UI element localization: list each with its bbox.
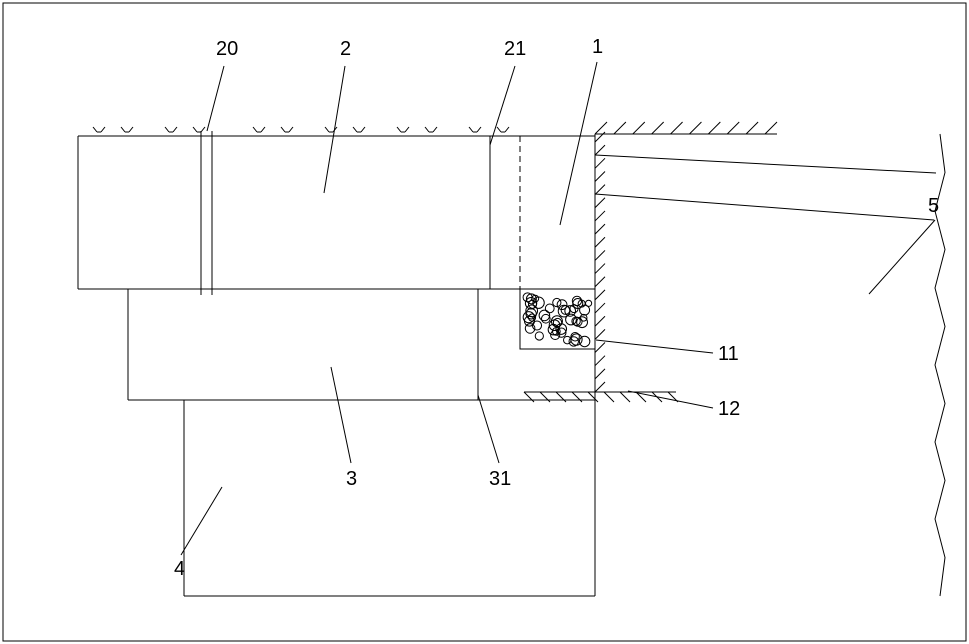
leader-5 [869,220,935,294]
hatch [595,290,605,300]
leader-4 [181,487,222,555]
gravel-pebble [580,305,590,315]
water-tick [121,127,125,132]
leader-12 [628,391,713,408]
water-tick [173,127,177,132]
outer-frame [3,3,966,641]
hatch [595,316,605,326]
label-11: 11 [718,343,739,365]
hatch [671,122,683,134]
gravel-pebble [535,332,543,340]
strata-line [595,194,934,220]
water-tick [193,127,197,132]
gravel-pebble [564,336,572,344]
hatch [708,122,720,134]
leader-11 [596,340,713,353]
water-tick [469,127,473,132]
hatch [614,122,626,134]
strata-line [595,155,936,173]
water-tick [361,127,365,132]
hatch [595,211,605,221]
hatch [595,198,605,208]
hatch [595,369,605,379]
water-tick [477,127,481,132]
gravel-pebble [579,336,589,346]
hatch [746,122,758,134]
gravel-pebble [528,300,536,308]
label-31: 31 [489,468,511,490]
hatch [633,122,645,134]
water-tick [425,127,429,132]
leader-21 [490,66,515,145]
leader-3 [331,367,351,463]
hatch [595,264,605,274]
hatch [727,122,739,134]
water-tick [289,127,293,132]
water-tick [281,127,285,132]
hatch [595,356,605,366]
water-tick [253,127,257,132]
hatch [595,343,605,353]
water-tick [101,127,105,132]
water-tick [325,127,329,132]
label-4: 4 [174,558,185,580]
label-2: 2 [340,38,351,60]
hatch [595,303,605,313]
hatch [595,185,605,195]
water-tick [397,127,401,132]
hatch [595,329,605,339]
hatch [595,237,605,247]
label-21: 21 [504,38,526,60]
hatch [652,122,664,134]
water-tick [505,127,509,132]
hatch [595,171,605,181]
gravel-pebble [545,304,554,313]
water-tick [129,127,133,132]
hatch [620,392,630,402]
water-tick [405,127,409,132]
water-tick [433,127,437,132]
water-tick [261,127,265,132]
hatch [595,158,605,168]
leader-1 [560,62,597,225]
water-tick [93,127,97,132]
leader-31 [478,395,499,463]
leader-20 [207,66,224,131]
label-5: 5 [928,195,939,217]
label-20: 20 [216,38,238,60]
hatch [595,250,605,260]
label-3: 3 [346,468,357,490]
hatch [595,382,605,392]
hatch [595,224,605,234]
hatch [604,392,614,402]
water-tick [353,127,357,132]
hatch [595,277,605,287]
hatch [765,122,777,134]
water-tick [165,127,169,132]
label-12: 12 [718,398,740,420]
water-tick [497,127,501,132]
hatch [595,145,605,155]
label-1: 1 [592,36,603,58]
hatch [689,122,701,134]
water-tick [201,127,205,132]
